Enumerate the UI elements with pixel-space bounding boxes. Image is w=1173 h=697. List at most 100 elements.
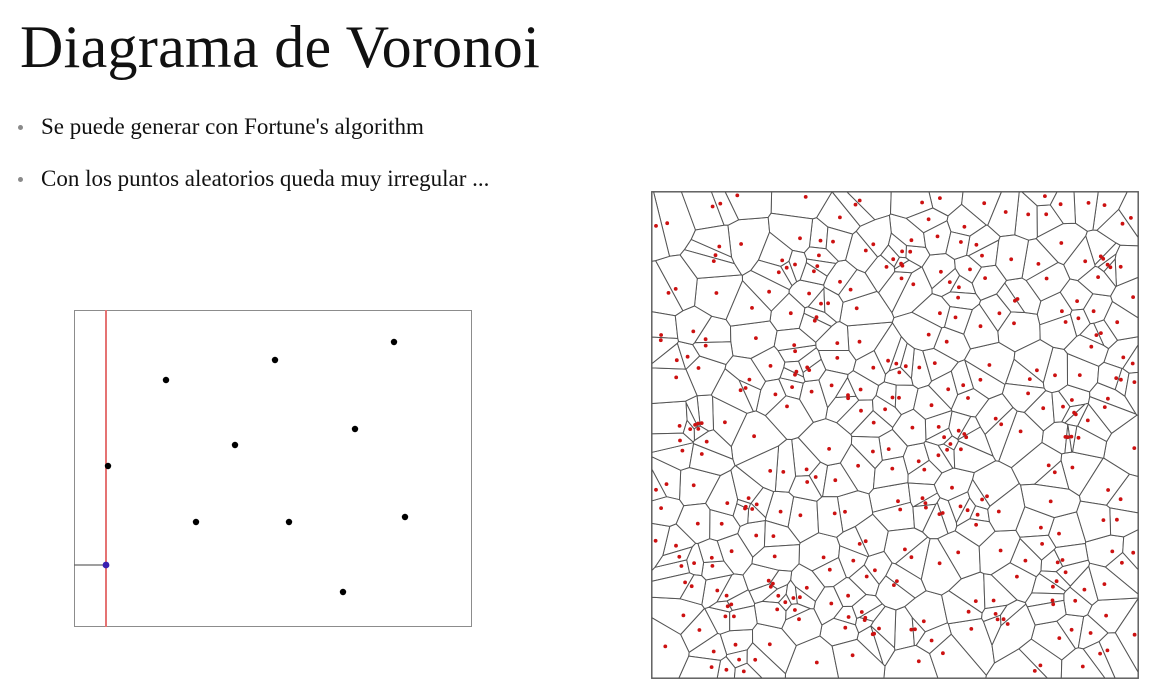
voronoi-site <box>961 383 966 388</box>
voronoi-site <box>959 447 963 452</box>
voronoi-site <box>857 339 862 344</box>
voronoi-site <box>851 558 856 563</box>
voronoi-site <box>1026 212 1031 217</box>
voronoi-site <box>746 496 751 500</box>
voronoi-site <box>1015 574 1019 579</box>
voronoi-site <box>814 315 819 320</box>
voronoi-site <box>1098 651 1102 656</box>
voronoi-site <box>983 276 987 280</box>
voronoi-site <box>947 280 952 284</box>
voronoi-site <box>932 361 937 365</box>
voronoi-site <box>1001 617 1006 622</box>
voronoi-site <box>903 547 907 552</box>
voronoi-site <box>685 354 690 359</box>
voronoi-cell <box>711 191 740 226</box>
voronoi-site <box>924 505 928 510</box>
voronoi-site <box>798 595 802 600</box>
voronoi-site <box>966 396 970 400</box>
voronoi-site <box>717 244 722 249</box>
voronoi-site <box>1044 276 1049 281</box>
voronoi-site <box>653 538 658 543</box>
voronoi-site <box>1131 550 1136 555</box>
voronoi-site <box>859 610 864 614</box>
voronoi-cell <box>708 600 733 613</box>
voronoi-site <box>772 554 777 559</box>
voronoi-site <box>798 513 803 518</box>
voronoi-site <box>942 435 946 440</box>
voronoi-cell <box>838 269 878 303</box>
voronoi-cell <box>907 482 938 508</box>
voronoi-site <box>1098 254 1103 259</box>
voronoi-site <box>991 598 996 603</box>
voronoi-cell <box>912 503 937 533</box>
active-site-point <box>102 561 110 569</box>
voronoi-site <box>768 469 773 473</box>
voronoi-site <box>1032 669 1037 673</box>
voronoi-site <box>699 421 704 425</box>
voronoi-site <box>658 338 663 343</box>
voronoi-site <box>697 628 702 632</box>
voronoi-site <box>714 291 719 295</box>
voronoi-site <box>1114 376 1119 380</box>
voronoi-site <box>819 301 823 306</box>
voronoi-site <box>993 416 998 421</box>
voronoi-site <box>1120 560 1124 565</box>
voronoi-site <box>1051 584 1055 589</box>
voronoi-site <box>995 617 1000 622</box>
voronoi-site <box>973 599 978 603</box>
voronoi-cell <box>892 408 927 447</box>
voronoi-site <box>1101 518 1106 522</box>
voronoi-site <box>909 555 914 560</box>
voronoi-site <box>754 533 759 538</box>
voronoi-cell <box>870 605 897 649</box>
voronoi-site <box>871 365 876 370</box>
voronoi-site <box>703 337 708 342</box>
voronoi-site <box>944 339 949 344</box>
voronoi-site <box>807 291 811 296</box>
voronoi-cell <box>1098 632 1139 679</box>
voronoi-site <box>956 428 961 433</box>
voronoi-site <box>805 365 810 370</box>
voronoi-site <box>939 269 943 274</box>
bullet-item: Con los puntos aleatorios queda muy irre… <box>16 164 489 216</box>
voronoi-site <box>804 467 809 472</box>
voronoi-site <box>1083 259 1088 264</box>
voronoi-site <box>803 195 808 199</box>
voronoi-site <box>812 269 816 274</box>
voronoi-site <box>884 265 889 269</box>
voronoi-site <box>1063 320 1068 324</box>
voronoi-site <box>683 580 687 585</box>
voronoi-site <box>752 434 756 439</box>
voronoi-site <box>747 377 752 382</box>
voronoi-site <box>1057 636 1062 640</box>
voronoi-site <box>1106 488 1110 492</box>
voronoi-site <box>829 601 834 606</box>
voronoi-site <box>696 366 701 370</box>
voronoi-site <box>894 361 899 366</box>
site-point <box>162 376 170 384</box>
voronoi-site <box>754 502 759 507</box>
voronoi-site <box>654 224 658 228</box>
voronoi-site <box>1075 299 1079 303</box>
voronoi-site <box>784 265 789 270</box>
voronoi-site <box>1026 391 1030 396</box>
voronoi-site <box>725 501 730 505</box>
voronoi-site <box>937 561 942 566</box>
voronoi-site <box>926 332 931 337</box>
site-point <box>192 518 200 526</box>
voronoi-cell <box>850 435 883 469</box>
voronoi-site <box>673 287 678 291</box>
voronoi-site <box>964 435 969 440</box>
voronoi-site <box>666 291 671 295</box>
voronoi-site <box>909 238 914 243</box>
voronoi-site <box>1132 632 1137 637</box>
voronoi-site <box>1105 648 1110 653</box>
voronoi-site <box>775 607 780 612</box>
voronoi-site <box>1035 368 1039 373</box>
voronoi-cell <box>651 572 695 600</box>
voronoi-cell <box>996 282 1026 313</box>
voronoi-cell <box>833 577 867 607</box>
voronoi-site <box>681 613 686 618</box>
voronoi-site <box>872 631 876 636</box>
voronoi-cell <box>885 562 927 599</box>
